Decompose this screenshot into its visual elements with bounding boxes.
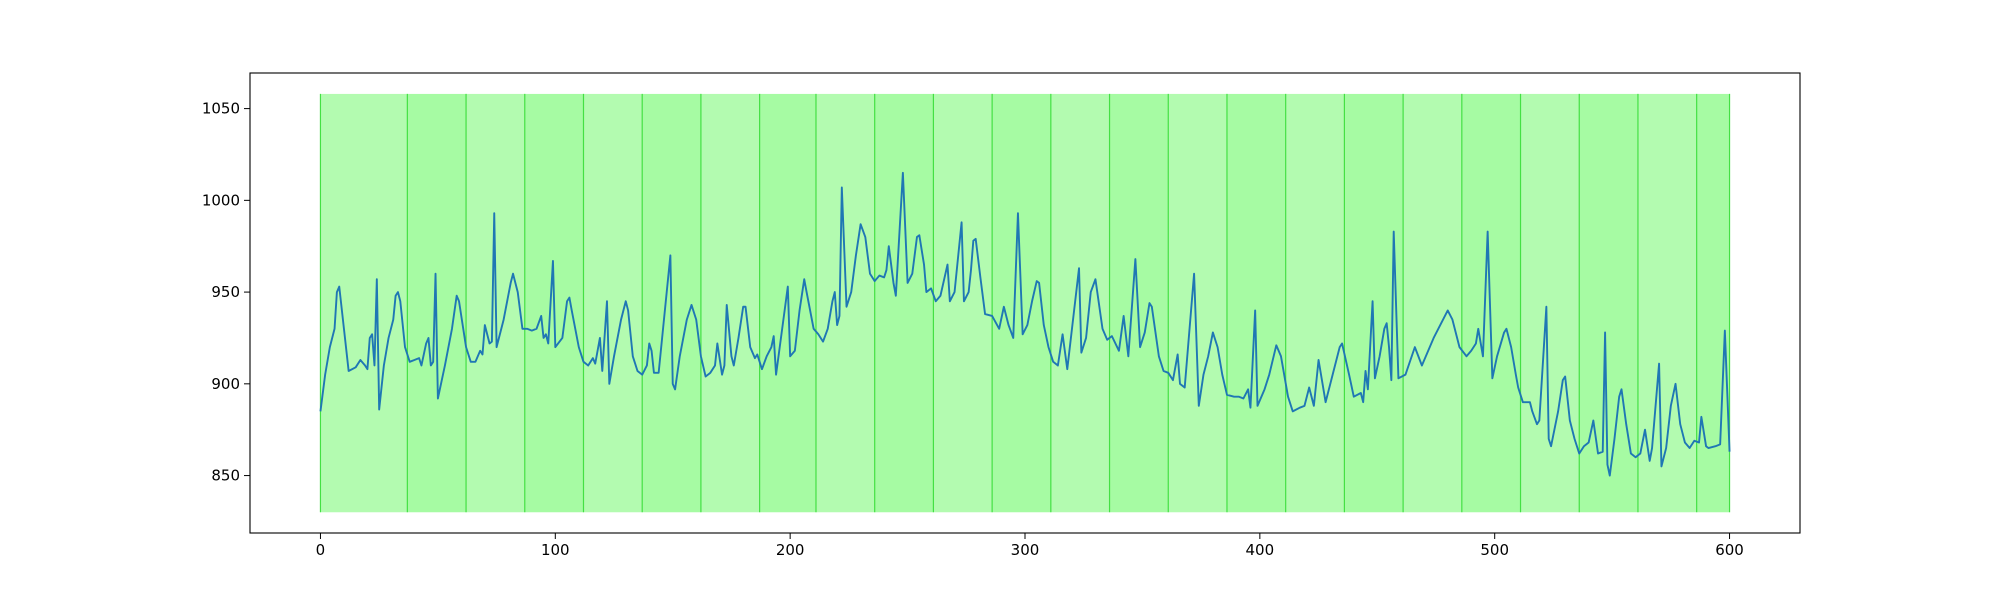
shaded-span — [1579, 93, 1638, 513]
shaded-span — [815, 93, 875, 513]
shaded-span — [1168, 93, 1227, 513]
shaded-span — [1403, 93, 1462, 513]
shaded-span — [1520, 93, 1580, 513]
x-tick-label: 300 — [1011, 541, 1040, 559]
x-tick-label: 0 — [316, 541, 326, 559]
shaded-span — [1344, 93, 1404, 513]
shaded-span — [1109, 93, 1169, 513]
shaded-span — [1226, 93, 1286, 513]
y-tick-label: 1050 — [202, 100, 240, 118]
x-tick-label: 200 — [776, 541, 805, 559]
shaded-span — [700, 93, 760, 513]
shaded-span — [933, 93, 993, 513]
x-tick-label: 100 — [541, 541, 570, 559]
shaded-span — [1285, 93, 1345, 513]
x-tick-label: 500 — [1480, 541, 1509, 559]
x-tick-label: 400 — [1246, 541, 1275, 559]
x-tick-label: 600 — [1715, 541, 1744, 559]
shaded-span — [583, 93, 643, 513]
shaded-span — [1461, 93, 1521, 513]
shaded-span — [1696, 93, 1730, 513]
y-tick-label: 950 — [211, 283, 240, 301]
y-tick-label: 900 — [211, 375, 240, 393]
shaded-span — [874, 93, 934, 513]
y-tick-label: 850 — [211, 467, 240, 485]
shaded-span — [320, 93, 408, 513]
data-line — [319, 171, 1731, 477]
shaded-span — [1637, 93, 1697, 513]
y-tick-label: 1000 — [202, 191, 240, 209]
